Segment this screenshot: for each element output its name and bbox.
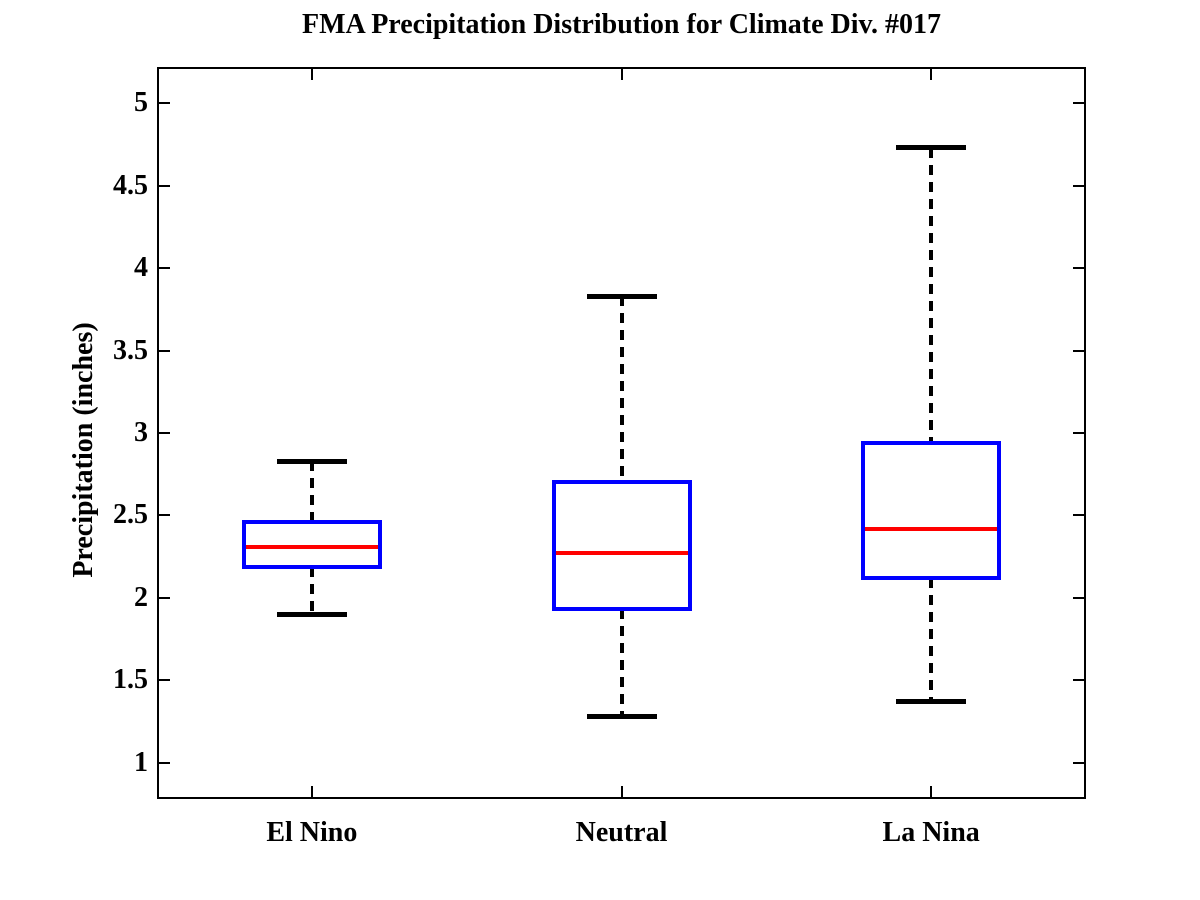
x-tick-top — [310, 69, 313, 80]
y-tick-label: 1 — [134, 746, 148, 778]
upper-cap-neutral — [586, 293, 657, 299]
y-tick-left — [159, 267, 170, 270]
chart-title: FMA Precipitation Distribution for Clima… — [301, 9, 942, 40]
y-tick-left — [159, 514, 170, 517]
y-tick-label: 3 — [134, 417, 148, 448]
iqr-box-neutral — [551, 480, 692, 612]
median-line-neutral — [555, 551, 688, 556]
y-tick-label: 2 — [134, 581, 148, 613]
upper-whisker-la-nina — [929, 147, 934, 443]
y-tick-left — [159, 349, 170, 352]
lower-cap-la-nina — [896, 699, 967, 705]
y-tick-right — [1073, 761, 1084, 764]
y-tick-label: 2.5 — [113, 499, 148, 531]
lower-cap-neutral — [586, 714, 657, 720]
y-tick-right — [1073, 679, 1084, 682]
y-tick-label: 5 — [134, 87, 148, 119]
y-tick-left — [159, 679, 170, 682]
y-tick-right — [1073, 349, 1084, 352]
lower-whisker-el-nino — [309, 566, 314, 615]
y-tick-label: 3.5 — [113, 334, 148, 366]
y-tick-left — [159, 432, 170, 434]
median-line-el-nino — [245, 544, 378, 549]
x-tick-bottom — [620, 786, 623, 797]
upper-whisker-el-nino — [309, 461, 314, 523]
y-tick-label: 1.5 — [113, 664, 148, 696]
x-tick-top — [620, 69, 623, 80]
x-tick-label-el-nino: El Nino — [266, 817, 358, 848]
upper-cap-la-nina — [896, 145, 967, 151]
y-tick-left — [159, 102, 170, 105]
x-tick-label-la-nina: La Nina — [882, 817, 980, 848]
lower-whisker-neutral — [619, 609, 624, 717]
lower-whisker-la-nina — [929, 578, 934, 702]
y-tick-right — [1073, 514, 1084, 517]
x-tick-top — [930, 69, 933, 80]
x-tick-bottom — [310, 786, 313, 797]
iqr-box-la-nina — [861, 440, 1002, 581]
median-line-la-nina — [865, 526, 998, 531]
y-tick-right — [1073, 596, 1084, 599]
y-tick-label: 4 — [134, 252, 148, 284]
y-tick-left — [159, 596, 170, 599]
y-tick-left — [159, 761, 170, 764]
iqr-box-el-nino — [241, 520, 382, 569]
lower-cap-el-nino — [276, 611, 347, 617]
upper-cap-el-nino — [276, 458, 347, 464]
upper-whisker-neutral — [619, 296, 624, 483]
y-tick-right — [1073, 432, 1084, 434]
y-tick-right — [1073, 267, 1084, 270]
x-tick-label-neutral: Neutral — [575, 817, 668, 848]
y-tick-right — [1073, 184, 1084, 187]
y-tick-label: 4.5 — [113, 169, 148, 201]
y-tick-left — [159, 184, 170, 187]
x-tick-bottom — [930, 786, 933, 797]
y-tick-right — [1073, 102, 1084, 105]
